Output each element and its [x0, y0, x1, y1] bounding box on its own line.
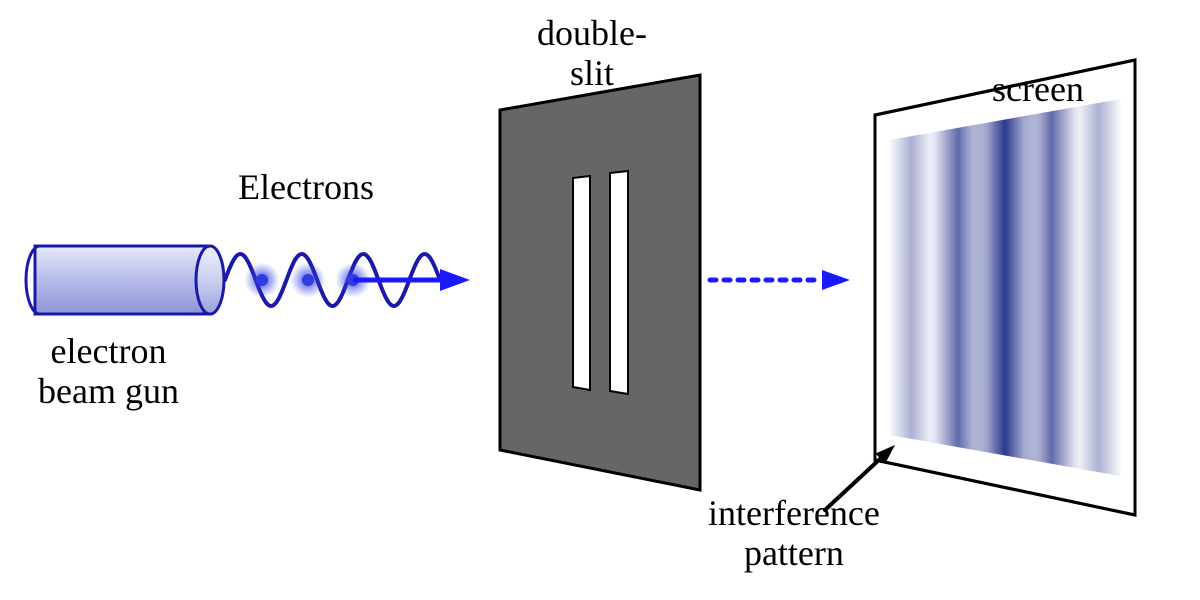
beam-gun-label: electron beam gun	[38, 332, 179, 411]
screen-label: screen	[992, 70, 1084, 110]
electron-gun	[26, 246, 224, 314]
double-slit-panel	[500, 75, 700, 490]
electrons-label: Electrons	[238, 168, 374, 208]
detection-screen	[875, 60, 1135, 515]
double-slit-label: double- slit	[537, 14, 647, 93]
interference-label: interference pattern	[708, 494, 880, 573]
